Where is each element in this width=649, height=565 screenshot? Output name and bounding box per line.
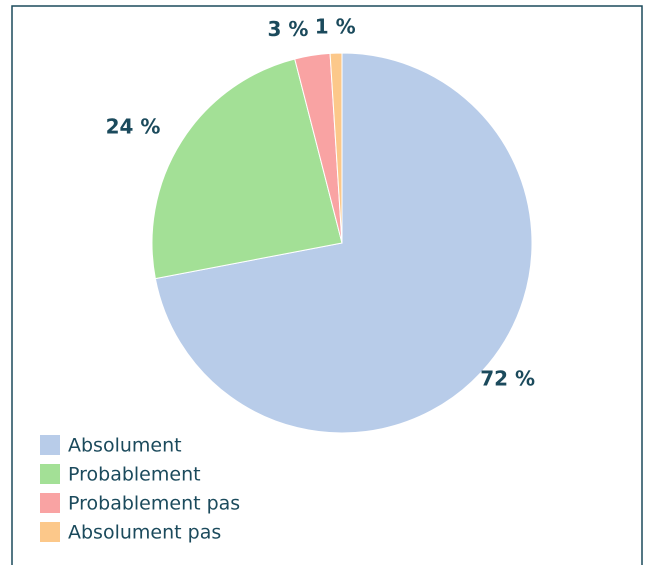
data-label: 24 %: [106, 114, 161, 138]
legend-label: Absolument: [68, 435, 182, 457]
legend-label: Absolument pas: [68, 522, 221, 544]
legend-swatch: [40, 493, 60, 513]
data-label: 72 %: [480, 367, 535, 391]
pie-slice: [329, 52, 343, 244]
legend-swatch: [40, 464, 60, 484]
data-label: 3 %: [267, 17, 308, 41]
legend-swatch: [40, 522, 60, 542]
pie-slice: [151, 58, 343, 280]
legend-swatch: [40, 435, 60, 455]
pie-slice: [154, 52, 533, 434]
frame: [11, 5, 643, 565]
data-label: 1 %: [315, 15, 356, 39]
legend-label: Probablement pas: [68, 493, 240, 515]
legend-label: Probablement: [68, 464, 201, 486]
